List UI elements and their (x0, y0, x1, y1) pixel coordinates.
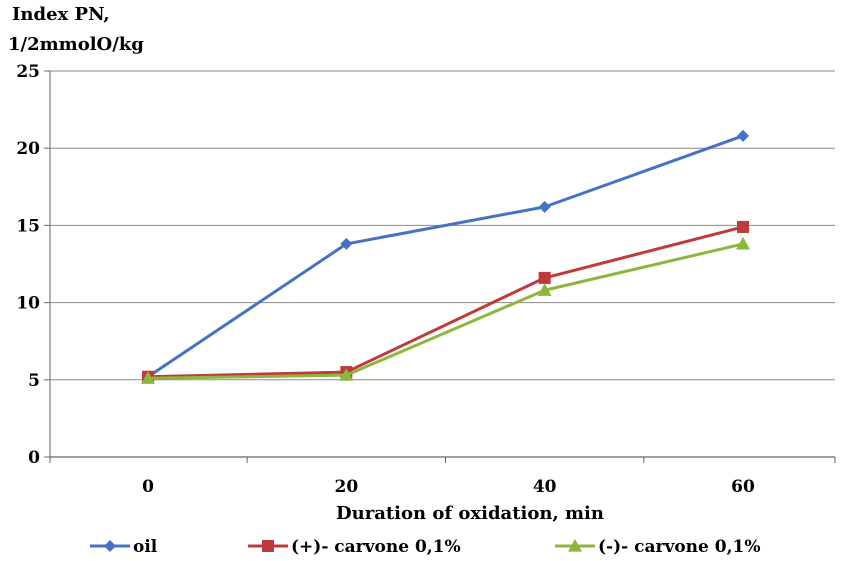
legend: oil (+)- carvone 0,1% (-)- carvone 0,1% (90, 537, 760, 557)
series-3-point-40 (537, 283, 552, 296)
series-3-line (147, 242, 744, 380)
y-tick-label-25: 25 (16, 62, 40, 82)
y-tick-label-15: 15 (16, 216, 40, 236)
series-3-point-20 (339, 368, 354, 381)
series-2-point-60 (737, 220, 749, 233)
x-tick-label-60: 60 (731, 477, 755, 497)
series-2 (142, 220, 749, 383)
legend-swatch-marker-2 (262, 540, 274, 552)
legend-label-2: (+)- carvone 0,1% (291, 537, 461, 557)
series-1 (142, 129, 749, 383)
series-group (141, 129, 750, 384)
series-3-point-0 (141, 371, 155, 384)
legend-item-1: oil (90, 537, 158, 557)
y-tick-labels: 0 5 10 15 20 25 (16, 62, 40, 468)
y-tick-label-0: 0 (28, 448, 40, 468)
x-tick-label-20: 20 (334, 477, 358, 497)
series-3 (141, 236, 750, 384)
legend-label-1: oil (133, 537, 158, 557)
series-1-point-20 (340, 237, 353, 250)
series-2-point-40 (538, 271, 551, 284)
y-axis-title-line1: Index PN, (12, 4, 110, 25)
x-axis-title: Duration of oxidation, min (336, 503, 604, 524)
axes (44, 70, 836, 463)
series-2-line (147, 225, 744, 379)
series-1-line (147, 134, 744, 378)
y-tick-label-10: 10 (16, 294, 40, 314)
legend-swatch-marker-3 (568, 539, 582, 552)
y-axis-title-line2: 1/2mmolO/kg (8, 34, 144, 55)
series-1-point-60 (737, 129, 749, 142)
legend-swatch-marker-1 (104, 540, 116, 552)
y-tick-label-5: 5 (28, 371, 40, 391)
legend-item-3: (-)- carvone 0,1% (555, 537, 760, 557)
series-3-point-60 (736, 236, 750, 250)
series-1-point-40 (538, 200, 551, 213)
legend-label-3: (-)- carvone 0,1% (598, 537, 760, 557)
x-tick-label-40: 40 (533, 477, 557, 497)
x-tick-label-0: 0 (142, 477, 154, 497)
y-tick-label-20: 20 (16, 139, 40, 159)
x-tick-labels: 0 20 40 60 (142, 477, 755, 497)
legend-item-2: (+)- carvone 0,1% (248, 537, 461, 557)
